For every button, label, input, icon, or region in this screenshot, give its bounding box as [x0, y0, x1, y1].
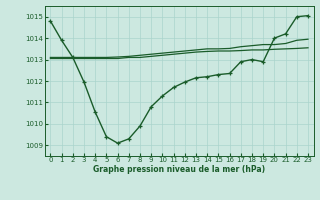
- X-axis label: Graphe pression niveau de la mer (hPa): Graphe pression niveau de la mer (hPa): [93, 165, 265, 174]
